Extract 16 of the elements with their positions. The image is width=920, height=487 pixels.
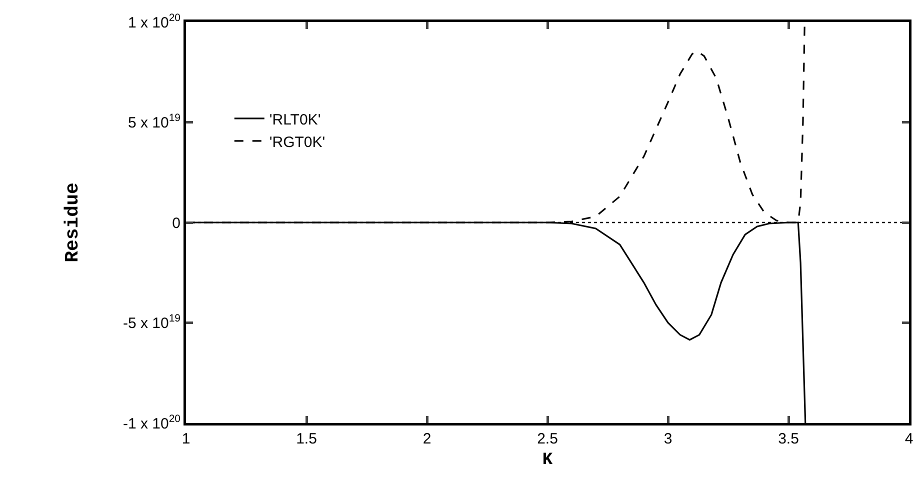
x-axis-title: K: [542, 451, 554, 470]
y-tick-label: -1 x 10$^{20}$: [122, 412, 181, 432]
x-tick-label: 3: [664, 430, 672, 448]
x-tick-label: 3.5: [778, 430, 799, 448]
y-tick-label: -5 x 10$^{19}$: [122, 312, 181, 332]
x-tick-label: 4: [904, 430, 914, 448]
x-tick-label: 2: [422, 430, 432, 448]
y-axis-title: Residue: [62, 182, 84, 262]
y-tick-label: 0: [172, 214, 180, 232]
x-tick-label: 1: [182, 430, 190, 448]
y-tick-label: 5 x 10$^{19}$: [128, 112, 181, 132]
legend-label: 'RLT0K': [269, 111, 321, 128]
legend-label: 'RGT0K': [269, 134, 326, 151]
x-tick-label: 2.5: [537, 430, 558, 448]
y-tick-label: 1 x 10$^{20}$: [128, 12, 181, 32]
x-tick-label: 1.5: [296, 430, 317, 448]
